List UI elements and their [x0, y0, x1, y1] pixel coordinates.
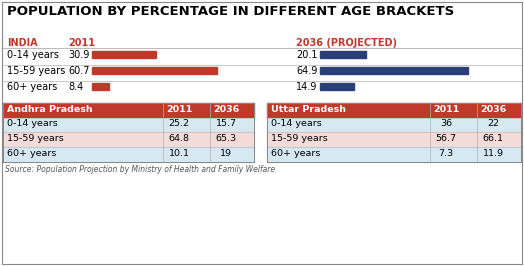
Text: 2011: 2011: [433, 105, 459, 114]
Bar: [320, 67, 468, 74]
Text: 0-14 years: 0-14 years: [7, 50, 59, 60]
Bar: [267, 132, 521, 147]
Text: 22: 22: [487, 119, 499, 128]
Text: Source: Population Projection by Ministry of Health and Family Welfare: Source: Population Projection by Ministr…: [5, 165, 275, 174]
Text: 25.2: 25.2: [169, 119, 190, 128]
Text: 36: 36: [440, 119, 452, 128]
Text: POPULATION BY PERCENTAGE IN DIFFERENT AGE BRACKETS: POPULATION BY PERCENTAGE IN DIFFERENT AG…: [7, 5, 454, 18]
Bar: [320, 51, 366, 58]
Bar: [3, 147, 254, 162]
Bar: [3, 132, 254, 147]
Text: 0-14 years: 0-14 years: [271, 119, 322, 128]
Bar: [92, 51, 156, 58]
Text: 2036: 2036: [480, 105, 506, 114]
Text: 2036 (PROJECTED): 2036 (PROJECTED): [296, 38, 397, 48]
Text: 66.1: 66.1: [483, 134, 504, 143]
Text: 19: 19: [220, 149, 232, 158]
Bar: [320, 83, 354, 90]
Bar: [267, 117, 521, 132]
Bar: [3, 103, 254, 117]
Text: 20.1: 20.1: [296, 50, 318, 60]
Text: 2011: 2011: [166, 105, 192, 114]
Text: 60+ years: 60+ years: [271, 149, 320, 158]
Text: 8.4: 8.4: [68, 82, 83, 92]
Bar: [92, 67, 217, 74]
Text: 64.9: 64.9: [296, 66, 318, 76]
Text: 10.1: 10.1: [169, 149, 190, 158]
Text: 2036: 2036: [213, 105, 239, 114]
Text: 60.7: 60.7: [68, 66, 90, 76]
Text: 65.3: 65.3: [215, 134, 236, 143]
Text: 30.9: 30.9: [68, 50, 90, 60]
Bar: [267, 103, 521, 117]
Text: Andhra Pradesh: Andhra Pradesh: [7, 105, 93, 114]
Text: Uttar Pradesh: Uttar Pradesh: [271, 105, 346, 114]
Text: 15-59 years: 15-59 years: [7, 134, 64, 143]
Text: 7.3: 7.3: [439, 149, 454, 158]
Text: 15.7: 15.7: [215, 119, 236, 128]
Text: 15-59 years: 15-59 years: [271, 134, 328, 143]
Text: 60+ years: 60+ years: [7, 149, 57, 158]
Text: 2011: 2011: [68, 38, 95, 48]
Text: 14.9: 14.9: [296, 82, 318, 92]
Text: 56.7: 56.7: [435, 134, 456, 143]
Bar: [92, 83, 110, 90]
Bar: [3, 117, 254, 132]
Text: 60+ years: 60+ years: [7, 82, 57, 92]
Text: 0-14 years: 0-14 years: [7, 119, 58, 128]
Text: 15-59 years: 15-59 years: [7, 66, 66, 76]
Text: INDIA: INDIA: [7, 38, 38, 48]
Text: 64.8: 64.8: [169, 134, 190, 143]
Bar: [267, 147, 521, 162]
Text: 11.9: 11.9: [483, 149, 504, 158]
